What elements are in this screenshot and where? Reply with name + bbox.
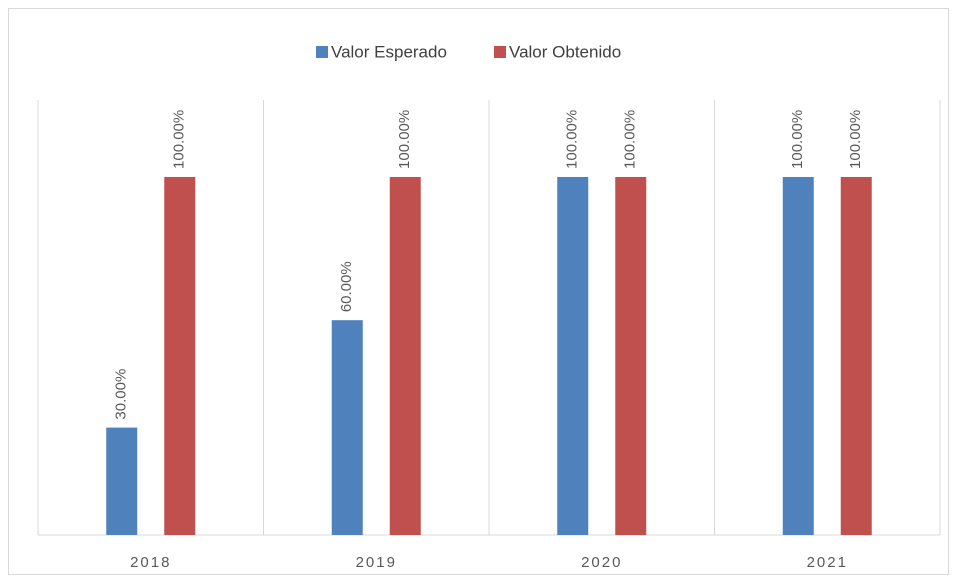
data-label: 60.00% [338, 261, 355, 312]
x-tick-label: 2020 [581, 554, 622, 571]
data-label: 30.00% [113, 369, 130, 420]
data-label: 100.00% [564, 110, 581, 169]
bar [389, 176, 421, 535]
data-label: 100.00% [396, 110, 413, 169]
x-tick-label: 2018 [130, 554, 171, 571]
legend-swatch [494, 46, 506, 58]
legend-label: Valor Obtenido [509, 42, 621, 61]
bar [782, 176, 814, 535]
data-label: 100.00% [789, 110, 806, 169]
bar [164, 176, 196, 535]
bar [331, 320, 363, 535]
bar [615, 176, 647, 535]
bar [840, 176, 872, 535]
legend-label: Valor Esperado [331, 42, 447, 61]
legend-swatch [316, 46, 328, 58]
data-label: 100.00% [622, 110, 639, 169]
x-tick-label: 2019 [356, 554, 397, 571]
bar [106, 427, 138, 535]
bar [557, 176, 589, 535]
x-tick-label: 2021 [807, 554, 848, 571]
data-label: 100.00% [847, 110, 864, 169]
data-label: 100.00% [171, 110, 188, 169]
